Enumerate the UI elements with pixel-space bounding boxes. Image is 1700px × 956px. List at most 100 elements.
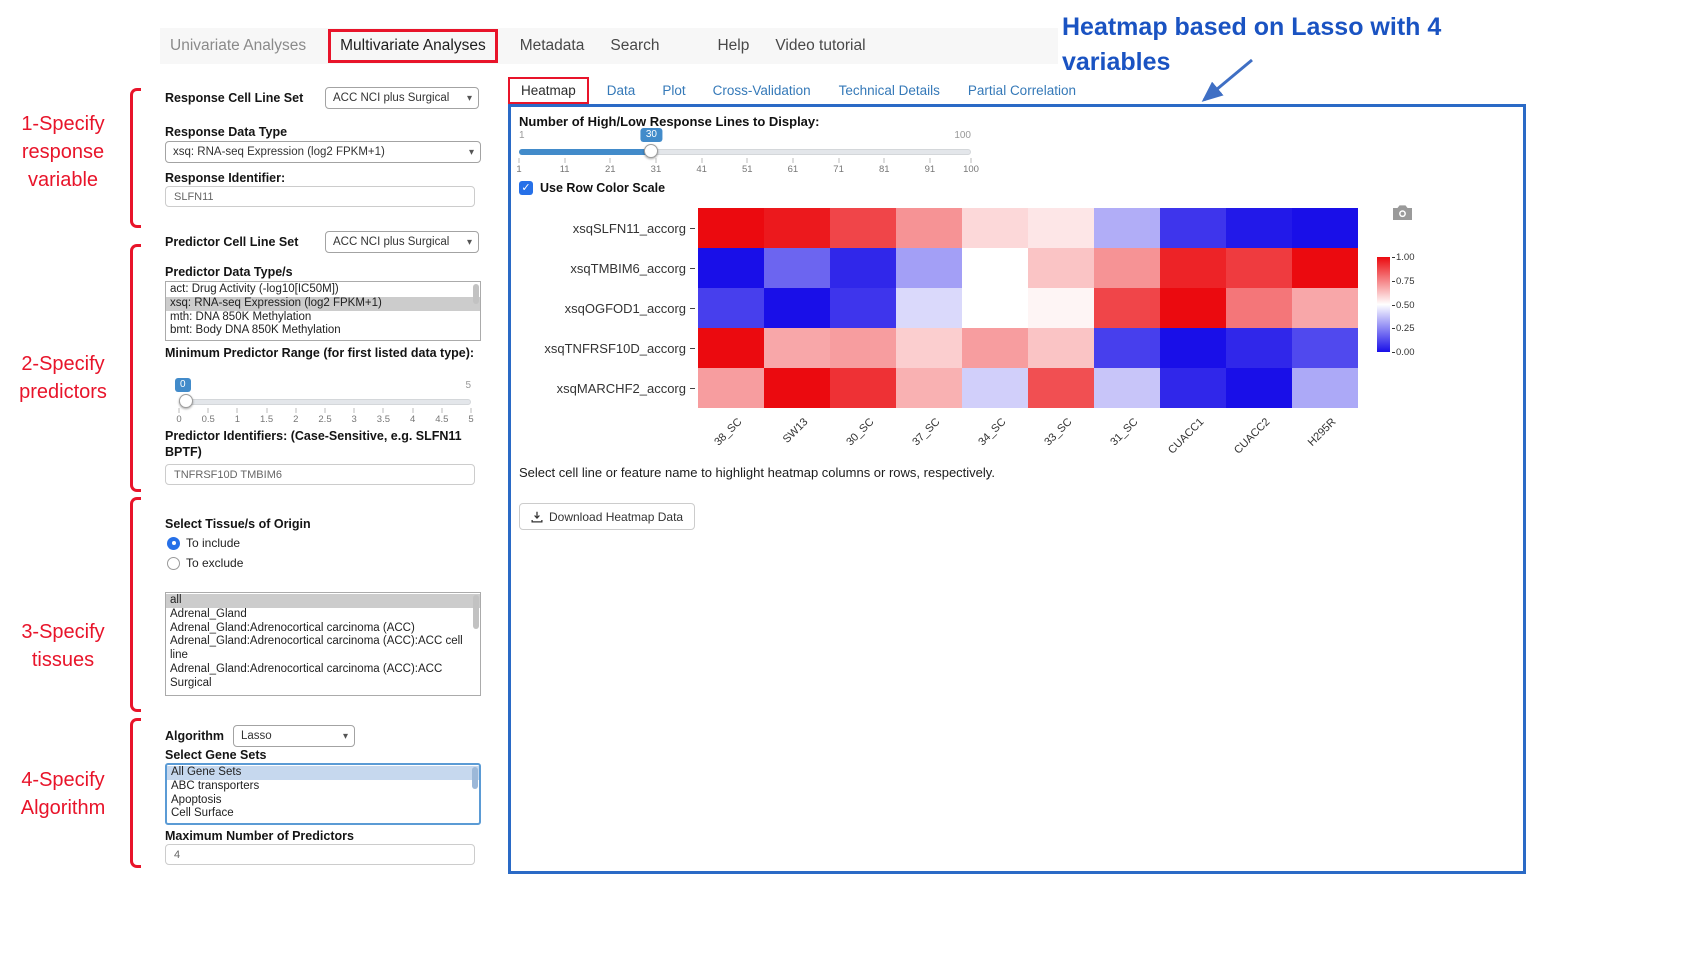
heatmap-cell[interactable] xyxy=(896,288,962,328)
heatmap-cell[interactable] xyxy=(1226,288,1292,328)
nav-help[interactable]: Help xyxy=(717,37,750,54)
predictor-identifiers-input[interactable]: TNFRSF10D TMBIM6 xyxy=(165,464,475,485)
tab-technical-details[interactable]: Technical Details xyxy=(838,82,940,98)
heatmap-row-label[interactable]: xsqOGFOD1_accorg xyxy=(511,288,695,328)
heatmap-cell[interactable] xyxy=(830,208,896,248)
radio-selected-icon[interactable] xyxy=(167,536,180,550)
response-lines-slider[interactable]: 1 100 30 1 11 21 31 41 51 61 71 81 91 100 xyxy=(516,128,979,178)
heatmap-cell[interactable] xyxy=(1160,368,1226,408)
response-identifier-input[interactable]: SLFN11 xyxy=(165,186,475,207)
heatmap-cell[interactable] xyxy=(1094,368,1160,408)
listbox-option[interactable]: mth: DNA 850K Methylation xyxy=(170,310,312,323)
heatmap-cell[interactable] xyxy=(1094,208,1160,248)
heatmap-cell[interactable] xyxy=(1028,288,1094,328)
heatmap-cell[interactable] xyxy=(764,288,830,328)
tissue-exclude-radio[interactable]: To exclude xyxy=(167,556,483,570)
heatmap-cell[interactable] xyxy=(1160,288,1226,328)
heatmap-cell[interactable] xyxy=(962,288,1028,328)
heatmap-row-label[interactable]: xsqMARCHF2_accorg xyxy=(511,368,695,408)
slider-track[interactable] xyxy=(179,399,471,405)
gene-sets-listbox[interactable]: All Gene Sets ABC transporters Apoptosis Ce… xyxy=(165,763,481,825)
heatmap-cell[interactable] xyxy=(1094,328,1160,368)
heatmap-cell[interactable] xyxy=(896,208,962,248)
heatmap-cell[interactable] xyxy=(1094,248,1160,288)
heatmap-cell[interactable] xyxy=(830,328,896,368)
camera-icon[interactable] xyxy=(1393,205,1412,220)
heatmap-cell[interactable] xyxy=(698,328,764,368)
heatmap-cell[interactable] xyxy=(1226,208,1292,248)
heatmap-cell[interactable] xyxy=(764,368,830,408)
listbox-option[interactable]: Adrenal_Gland:Adrenocortical carcinoma (… xyxy=(170,621,415,634)
heatmap-cell[interactable] xyxy=(1226,248,1292,288)
response-cell-line-set-select[interactable]: ACC NCI plus Surgical ▾ xyxy=(325,87,479,109)
heatmap-cell[interactable] xyxy=(962,208,1028,248)
listbox-option[interactable]: Adrenal_Gland:Adrenocortical carcinoma (… xyxy=(170,662,443,689)
tab-data[interactable]: Data xyxy=(606,82,636,98)
nav-multivariate-analyses[interactable]: Multivariate Analyses xyxy=(328,29,498,63)
scrollbar-thumb[interactable] xyxy=(473,595,479,629)
heatmap-cell[interactable] xyxy=(698,368,764,408)
tissue-include-radio[interactable]: To include xyxy=(167,536,483,550)
heatmap-cell[interactable] xyxy=(1292,328,1358,368)
scrollbar-thumb[interactable] xyxy=(473,284,479,304)
heatmap-cell[interactable] xyxy=(896,248,962,288)
checkbox-checked-icon[interactable]: ✓ xyxy=(519,181,533,195)
heatmap-row-label[interactable]: xsqSLFN11_accorg xyxy=(511,208,695,248)
heatmap-cell[interactable] xyxy=(1160,208,1226,248)
heatmap-cell[interactable] xyxy=(764,328,830,368)
listbox-option[interactable]: act: Drug Activity (-log10[IC50M]) xyxy=(170,283,339,295)
slider-handle[interactable] xyxy=(644,144,659,158)
heatmap-cell[interactable] xyxy=(1028,368,1094,408)
listbox-option[interactable]: Adrenal_Gland xyxy=(170,607,247,620)
radio-unselected-icon[interactable] xyxy=(167,556,180,570)
heatmap-cell[interactable] xyxy=(698,208,764,248)
heatmap-cell[interactable] xyxy=(1160,248,1226,288)
heatmap-cell[interactable] xyxy=(962,328,1028,368)
heatmap-cell[interactable] xyxy=(1292,368,1358,408)
heatmap-cell[interactable] xyxy=(1028,248,1094,288)
tab-partial-correlation[interactable]: Partial Correlation xyxy=(967,82,1076,98)
heatmap-cell[interactable] xyxy=(962,248,1028,288)
heatmap-cell[interactable] xyxy=(764,208,830,248)
tissue-listbox[interactable]: all Adrenal_Gland Adrenal_Gland:Adrenocort… xyxy=(165,592,481,696)
tab-cross-validation[interactable]: Cross-Validation xyxy=(712,82,811,98)
heatmap-cell[interactable] xyxy=(1292,288,1358,328)
listbox-option[interactable]: All Gene Sets xyxy=(167,766,479,780)
heatmap-cell[interactable] xyxy=(1160,328,1226,368)
heatmap-cell[interactable] xyxy=(764,248,830,288)
download-heatmap-data-button[interactable]: Download Heatmap Data xyxy=(519,503,696,530)
heatmap-cell[interactable] xyxy=(962,368,1028,408)
heatmap-cell[interactable] xyxy=(698,248,764,288)
heatmap-cell[interactable] xyxy=(830,368,896,408)
heatmap-cell[interactable] xyxy=(1226,328,1292,368)
nav-video-tutorial[interactable]: Video tutorial xyxy=(775,37,866,54)
heatmap-row-label[interactable]: xsqTMBIM6_accorg xyxy=(511,248,695,288)
heatmap-cell[interactable] xyxy=(1028,328,1094,368)
max-predictors-input[interactable]: 4 xyxy=(165,844,475,865)
heatmap-cell[interactable] xyxy=(698,288,764,328)
nav-search[interactable]: Search xyxy=(610,37,660,54)
min-predictor-range-slider[interactable]: 5 0 0 0.5 1 1.5 2 2.5 3 3.5 4 4.5 5 xyxy=(175,378,474,426)
heatmap-cell[interactable] xyxy=(830,248,896,288)
heatmap-cell[interactable] xyxy=(1226,368,1292,408)
tab-heatmap[interactable]: Heatmap xyxy=(508,76,589,104)
heatmap-cell[interactable] xyxy=(830,288,896,328)
predictor-cell-line-set-select[interactable]: ACC NCI plus Surgical ▾ xyxy=(325,231,479,253)
heatmap-cell[interactable] xyxy=(1028,208,1094,248)
heatmap-row-label[interactable]: xsqTNFRSF10D_accorg xyxy=(511,328,695,368)
scrollbar-thumb[interactable] xyxy=(472,767,478,789)
listbox-option[interactable]: ABC transporters xyxy=(171,779,260,792)
response-data-type-select[interactable]: xsq: RNA-seq Expression (log2 FPKM+1) ▾ xyxy=(165,141,481,163)
algorithm-select[interactable]: Lasso ▾ xyxy=(233,725,355,747)
nav-metadata[interactable]: Metadata xyxy=(519,37,585,54)
listbox-option[interactable]: xsq: RNA-seq Expression (log2 FPKM+1) xyxy=(166,296,480,311)
listbox-option[interactable]: Cell Surface xyxy=(171,807,234,820)
listbox-option[interactable]: Apoptosis xyxy=(171,793,222,806)
listbox-option[interactable]: Adrenal_Gland:Adrenocortical carcinoma (… xyxy=(170,635,463,662)
heatmap-cell[interactable] xyxy=(1292,248,1358,288)
heatmap-cell[interactable] xyxy=(896,368,962,408)
row-color-scale-checkbox-row[interactable]: ✓ Use Row Color Scale xyxy=(519,181,665,195)
tab-plot[interactable]: Plot xyxy=(662,82,686,98)
heatmap-cell[interactable] xyxy=(1292,208,1358,248)
nav-univariate-analyses[interactable]: Univariate Analyses xyxy=(170,37,307,54)
